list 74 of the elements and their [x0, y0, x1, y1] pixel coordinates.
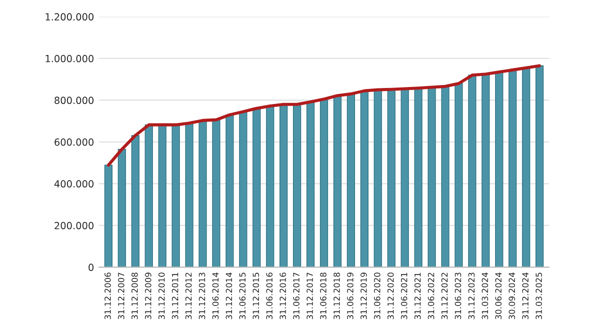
bar: [185, 122, 194, 268]
y-tick-label: 200.000: [54, 222, 94, 230]
x-tick-label: 31.03.2024: [482, 272, 488, 320]
bar: [414, 88, 422, 268]
bar: [226, 114, 234, 268]
bar: [536, 65, 544, 268]
x-tick-label: 30.09.2024: [508, 272, 516, 320]
x-tick-label: 31.12.2010: [158, 272, 165, 320]
bar: [374, 89, 382, 268]
x-tick-label: 31.06.2021: [400, 272, 408, 320]
x-tick-label: 31.06.2020: [374, 272, 380, 320]
x-tick-label: 31.12.2008: [131, 272, 138, 320]
bar: [252, 108, 261, 268]
x-tick-label: 31.06.2017: [293, 272, 300, 320]
x-tick-label: 31.12.2018: [334, 272, 340, 320]
bar: [387, 88, 396, 268]
bar: [468, 74, 476, 268]
x-tick-label: 31.12.2014: [226, 272, 232, 320]
x-tick-label: 31.12.2012: [185, 272, 192, 320]
bar: [495, 72, 504, 268]
x-tick-label: 31.06.2022: [428, 272, 434, 320]
bar: [212, 119, 220, 268]
x-tick-label: 31.12.2023: [468, 272, 475, 320]
bar: [266, 106, 274, 268]
y-tick-label: 400.000: [54, 180, 94, 188]
bar: [172, 124, 180, 268]
bar: [280, 104, 288, 268]
x-tick-label: 31.12.2017: [306, 272, 313, 320]
bar: [320, 98, 328, 268]
x-tick-label: 31.12.2022: [441, 272, 448, 320]
x-tick-label: 31.06.2023: [454, 272, 462, 320]
x-tick-label: 31.06.2016: [266, 272, 273, 320]
bar: [104, 164, 112, 268]
bar: [522, 67, 530, 268]
bar: [454, 83, 463, 268]
y-tick-label: 0: [88, 264, 94, 272]
x-tick-label: 31.12.2020: [387, 272, 394, 320]
x-tick-label: 30.06.2024: [495, 272, 502, 320]
bar: [306, 102, 315, 268]
bar: [239, 111, 248, 268]
bar: [158, 124, 166, 268]
x-tick-label: 31.12.2011: [172, 272, 178, 320]
x-tick-label: 31.12.2013: [198, 272, 206, 320]
x-tick-label: 31.12.2009: [144, 272, 152, 320]
bar: [441, 86, 450, 268]
bar: [346, 94, 355, 268]
bar: [482, 74, 490, 268]
bar: [508, 70, 517, 268]
x-tick-label: 31.12.2015: [252, 272, 260, 320]
x-tick-label: 31.06.2015: [239, 272, 246, 320]
bar: [131, 135, 140, 268]
y-tick-label: 600.000: [54, 138, 94, 146]
y-tick-label: 800.000: [54, 96, 94, 104]
bar: [333, 95, 342, 268]
x-tick-label: 31.12.2019: [360, 272, 367, 320]
bar: [198, 120, 207, 268]
x-tick-label: 31.06.2018: [320, 272, 326, 320]
y-tick-label: 1.000.000: [46, 54, 94, 62]
bar: [400, 88, 409, 268]
bar: [360, 90, 368, 268]
x-tick-label: 31.12.2024: [522, 272, 529, 320]
x-tick-label: 31.06.2014: [212, 272, 219, 320]
x-tick-label: 31.12.2007: [118, 272, 124, 320]
bar: [428, 86, 436, 268]
line-series: [106, 64, 542, 167]
x-tick-label: 31.03.2025: [536, 272, 542, 320]
x-tick-label: 31.12.2006: [104, 272, 111, 320]
x-tick-label: 31.12.2016: [280, 272, 286, 320]
y-tick-label: 1.200.000: [46, 13, 94, 21]
x-tick-label: 31.12.2021: [414, 272, 421, 320]
bar: [118, 148, 126, 268]
bar: [293, 104, 302, 268]
bar: [144, 124, 153, 268]
x-tick-label: 31.06.2019: [347, 272, 354, 320]
